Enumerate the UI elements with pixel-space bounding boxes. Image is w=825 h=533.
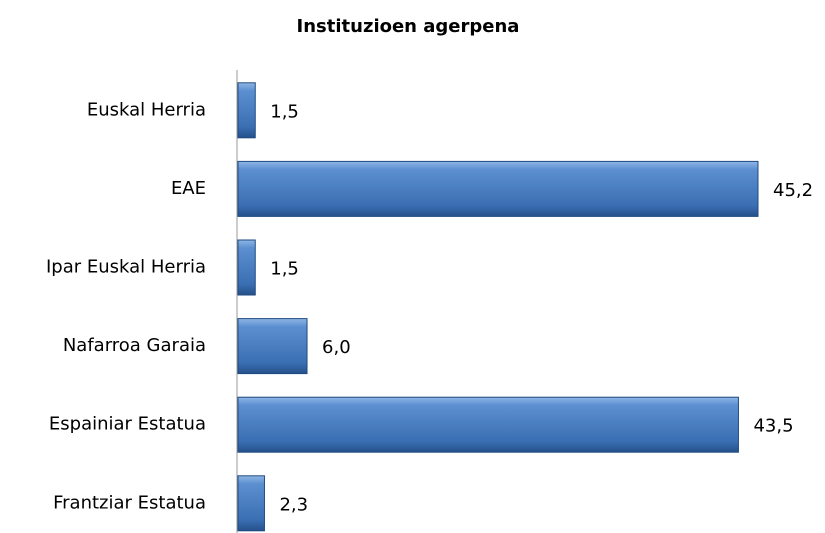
value-label: 45,2 — [773, 180, 813, 201]
bar — [237, 475, 265, 532]
bar — [237, 396, 739, 453]
value-label: 43,5 — [753, 416, 793, 437]
y-tick-label: Euskal Herria — [87, 99, 206, 120]
y-tick-label: Nafarroa Garaia — [63, 335, 206, 356]
chart-title: Instituzioen agerpena — [297, 16, 520, 37]
bar — [237, 239, 256, 296]
y-tick-label: EAE — [171, 178, 206, 199]
bar — [237, 160, 759, 217]
value-label: 1,5 — [270, 259, 299, 280]
y-tick-label: Ipar Euskal Herria — [46, 257, 206, 278]
bar — [237, 318, 308, 375]
y-tick-label: Frantziar Estatua — [53, 492, 206, 513]
value-label: 1,5 — [270, 101, 299, 122]
value-label: 2,3 — [279, 494, 308, 515]
bar — [237, 82, 256, 139]
y-tick-label: Espainiar Estatua — [49, 414, 206, 435]
value-label: 6,0 — [322, 337, 351, 358]
